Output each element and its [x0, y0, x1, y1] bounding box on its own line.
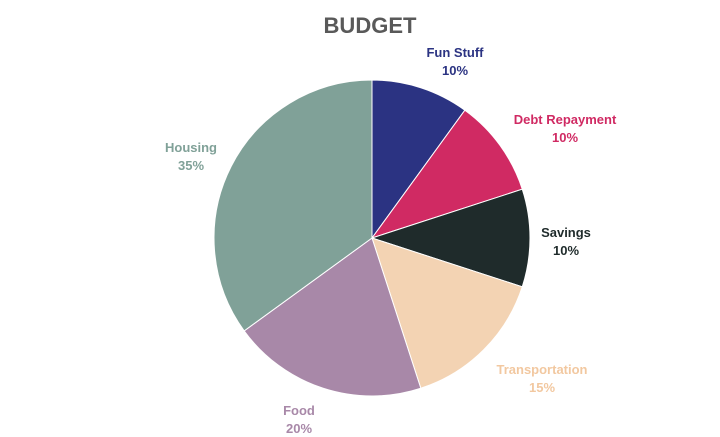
pie-slice-food	[243, 237, 422, 397]
pie-slice-transportation	[371, 237, 523, 389]
slice-label-fun-stuff: Fun Stuff	[426, 45, 484, 60]
slice-label-food: Food	[283, 403, 315, 418]
pie-slice-fun-stuff	[371, 79, 466, 240]
slice-value-savings: 10%	[553, 243, 579, 258]
slice-label-savings: Savings	[541, 225, 591, 240]
pie-slice-debt-repayment	[370, 109, 523, 239]
slice-value-transportation: 15%	[529, 380, 555, 395]
pie-labels: Fun Stuff 10% Debt Repayment 10% Savings 10% T…	[165, 45, 617, 436]
slice-label-transportation: Transportation	[496, 362, 587, 377]
pie-slices	[213, 79, 531, 397]
chart-title: BUDGET	[324, 13, 417, 38]
slice-label-housing: Housing	[165, 140, 217, 155]
slice-value-food: 20%	[286, 421, 312, 436]
pie-slice-housing	[213, 79, 373, 332]
slice-value-housing: 35%	[178, 158, 204, 173]
slice-value-fun-stuff: 10%	[442, 63, 468, 78]
pie-slice-savings	[370, 188, 531, 288]
slice-value-debt-repayment: 10%	[552, 130, 578, 145]
slice-label-debt-repayment: Debt Repayment	[514, 112, 617, 127]
